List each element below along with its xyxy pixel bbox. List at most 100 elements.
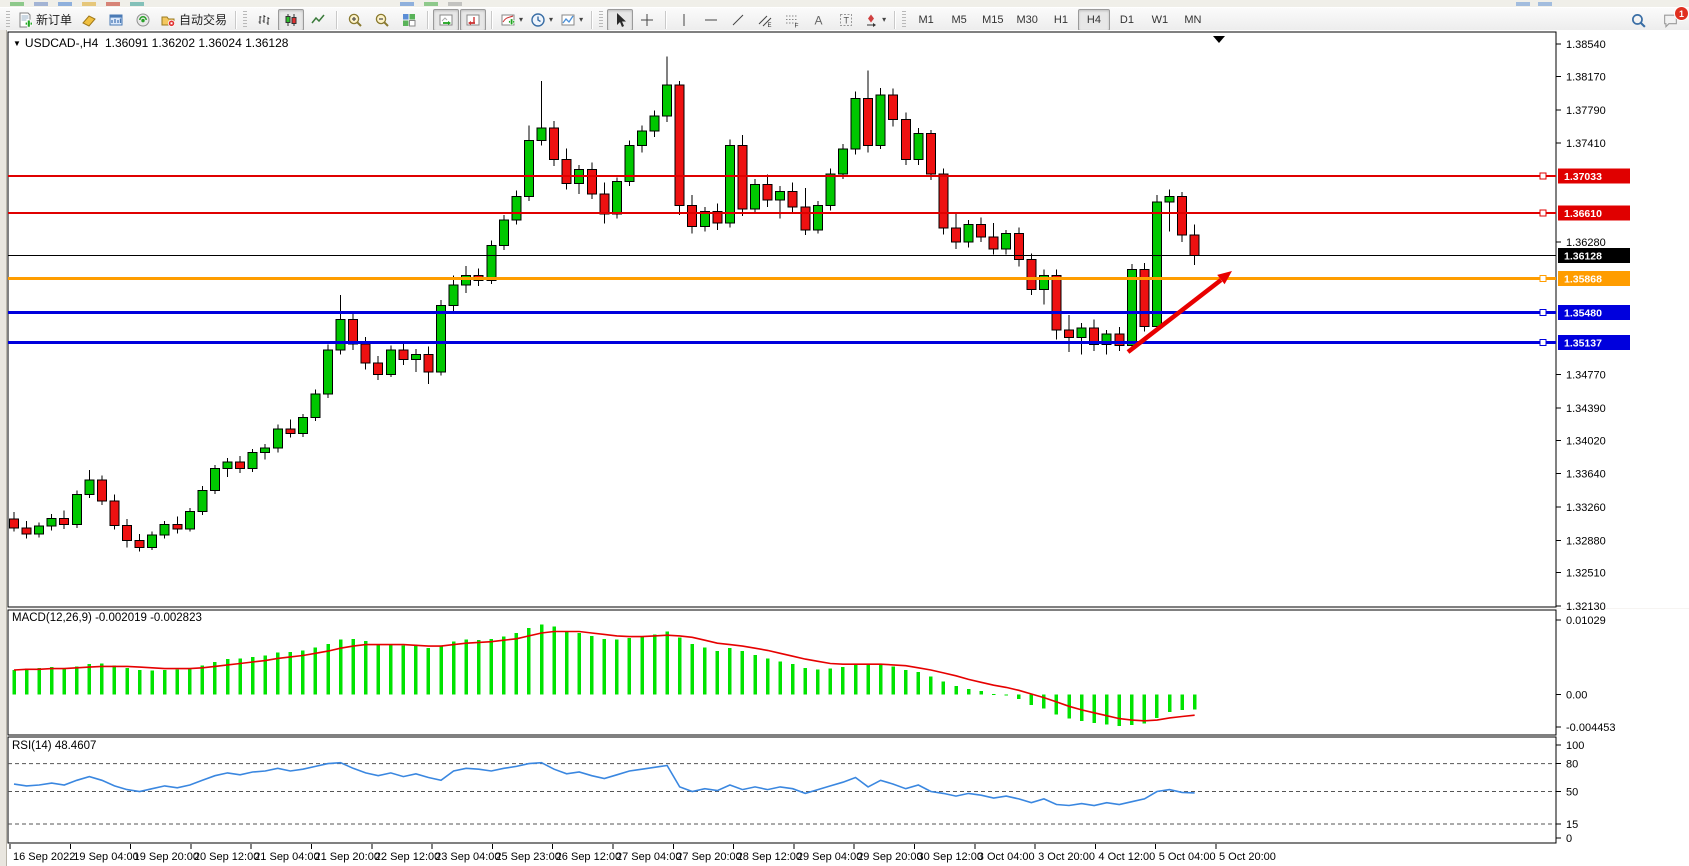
macd-histogram-bar (891, 666, 895, 695)
chart-title[interactable]: ▼ USDCAD-,H4 1.36091 1.36202 1.36024 1.36… (13, 36, 288, 50)
equidistant-channel-button[interactable]: E (752, 9, 778, 31)
bear-candle (172, 523, 183, 530)
macd-histogram-bar (263, 655, 267, 695)
chart-shift-marker[interactable] (1213, 36, 1225, 43)
line-handle[interactable] (1539, 274, 1547, 282)
vertical-line-icon (683, 13, 685, 26)
arrows-shapes-button[interactable]: ▾ (860, 9, 889, 31)
candlestick-chart-button[interactable] (278, 8, 305, 31)
time-label: 19 Sep 04:00 (73, 851, 138, 863)
bear-candle (1051, 274, 1062, 331)
svg-text:T: T (844, 15, 850, 25)
macd-histogram-bar (677, 637, 682, 695)
line-handle[interactable] (1539, 209, 1547, 217)
macd-histogram-bar (112, 665, 117, 695)
trendline-button[interactable] (725, 9, 751, 31)
timeframe-H1[interactable]: H1 (1053, 13, 1068, 26)
auto-trading-button[interactable]: 自动交易 (157, 9, 230, 31)
line-handle[interactable] (1539, 308, 1547, 316)
svg-text:1.32510: 1.32510 (1566, 568, 1606, 580)
search-button[interactable] (1625, 9, 1651, 31)
macd-histogram-bar (728, 648, 732, 695)
cursor-icon (617, 12, 627, 27)
navigator-button[interactable] (130, 9, 156, 31)
timeframe-D1[interactable]: D1 (1119, 13, 1134, 26)
time-label: 16 Sep 2022 (13, 851, 75, 863)
timeframe-M5[interactable]: M5 (951, 13, 967, 26)
timeframe-H4[interactable]: H4 (1077, 8, 1110, 31)
text-label-button[interactable]: T (833, 9, 859, 31)
indicators-button[interactable]: ▾ (497, 9, 526, 31)
bear-candle (976, 224, 987, 238)
trend-arrow[interactable] (1126, 278, 1223, 354)
macd-histogram-bar (464, 639, 468, 695)
periods-button[interactable]: ▾ (527, 9, 556, 31)
bull-candle (750, 183, 761, 210)
price-tag (1558, 334, 1630, 350)
crosshair-button[interactable] (634, 9, 660, 31)
timeframe-M30[interactable]: M30 (1016, 13, 1038, 26)
timeframe-M1[interactable]: M1 (918, 13, 934, 26)
macd-histogram-bar (439, 645, 443, 695)
bull-candle (649, 115, 660, 132)
bear-candle (96, 479, 107, 502)
bull-candle (335, 318, 346, 351)
macd-histogram-bar (539, 624, 544, 695)
bear-candle (9, 518, 19, 529)
bull-candle (1076, 327, 1087, 339)
market-watch-button[interactable] (76, 9, 102, 31)
macd-histogram-bar (790, 664, 795, 695)
toolbar-grip[interactable] (243, 10, 248, 29)
time-label: 20 Sep 12:00 (194, 851, 259, 863)
toolbar-grip[interactable] (6, 10, 10, 29)
trend-arrow-head[interactable] (1217, 271, 1232, 285)
data-window-button[interactable] (103, 9, 129, 31)
toolbar-grip[interactable] (599, 10, 604, 29)
macd-histogram-bar (1054, 694, 1059, 715)
bar-chart-icon (258, 14, 270, 25)
trendline-icon (732, 14, 744, 25)
zoom-out-button[interactable] (369, 9, 395, 31)
macd-histogram-bar (602, 638, 607, 695)
timeframe-MN[interactable]: MN (1184, 13, 1202, 26)
new-order-button[interactable]: 新订单 (14, 9, 75, 31)
text-button[interactable]: A (806, 9, 832, 31)
chart-shift-button[interactable] (460, 8, 487, 31)
time-label: 3 Oct 04:00 (978, 851, 1035, 863)
horizontal-line-button[interactable] (698, 9, 724, 31)
candlestick-chart-icon (285, 13, 297, 26)
macd-histogram-bar (1079, 694, 1084, 721)
templates-button[interactable]: ▾ (557, 9, 586, 31)
auto-scroll-button[interactable] (433, 8, 460, 31)
clipped-menu-row (0, 0, 1689, 8)
symbol-dropdown-icon[interactable]: ▼ (13, 39, 21, 48)
bull-candle (197, 489, 208, 512)
timeframe-W1[interactable]: W1 (1151, 13, 1169, 26)
macd-histogram-bar (62, 667, 66, 695)
macd-histogram-bar (301, 650, 305, 695)
timeframe-M15[interactable]: M15 (982, 13, 1004, 26)
vertical-line-button[interactable] (671, 9, 697, 31)
toolbar-grip[interactable] (902, 10, 907, 29)
line-chart-button[interactable] (305, 9, 331, 31)
chart-area[interactable]: 1.37033 1.36610 1.36128 1.35868 1.35480 1.351… (0, 30, 1689, 866)
bar-chart-button[interactable] (251, 9, 277, 31)
cursor-button[interactable] (607, 8, 634, 31)
line-handle[interactable] (1539, 172, 1547, 180)
line-handle[interactable] (1539, 338, 1547, 346)
bear-candle (1064, 329, 1075, 339)
fibonacci-button[interactable]: F (779, 9, 805, 31)
data-window-icon (109, 14, 123, 25)
rsi-pane[interactable] (7, 736, 1557, 844)
svg-text:1.37790: 1.37790 (1566, 105, 1606, 117)
tile-windows-button[interactable] (396, 9, 422, 31)
notifications-button[interactable]: 1 (1657, 6, 1689, 31)
zoom-in-button[interactable] (342, 9, 368, 31)
macd-histogram-bar (703, 647, 707, 695)
zoom-out-icon (375, 13, 389, 27)
bull-candle (184, 510, 195, 530)
pane-splitter[interactable] (7, 608, 1689, 610)
macd-histogram-bar (1042, 694, 1046, 709)
main-price-pane[interactable] (7, 31, 1557, 608)
macd-histogram-bar (527, 627, 531, 695)
